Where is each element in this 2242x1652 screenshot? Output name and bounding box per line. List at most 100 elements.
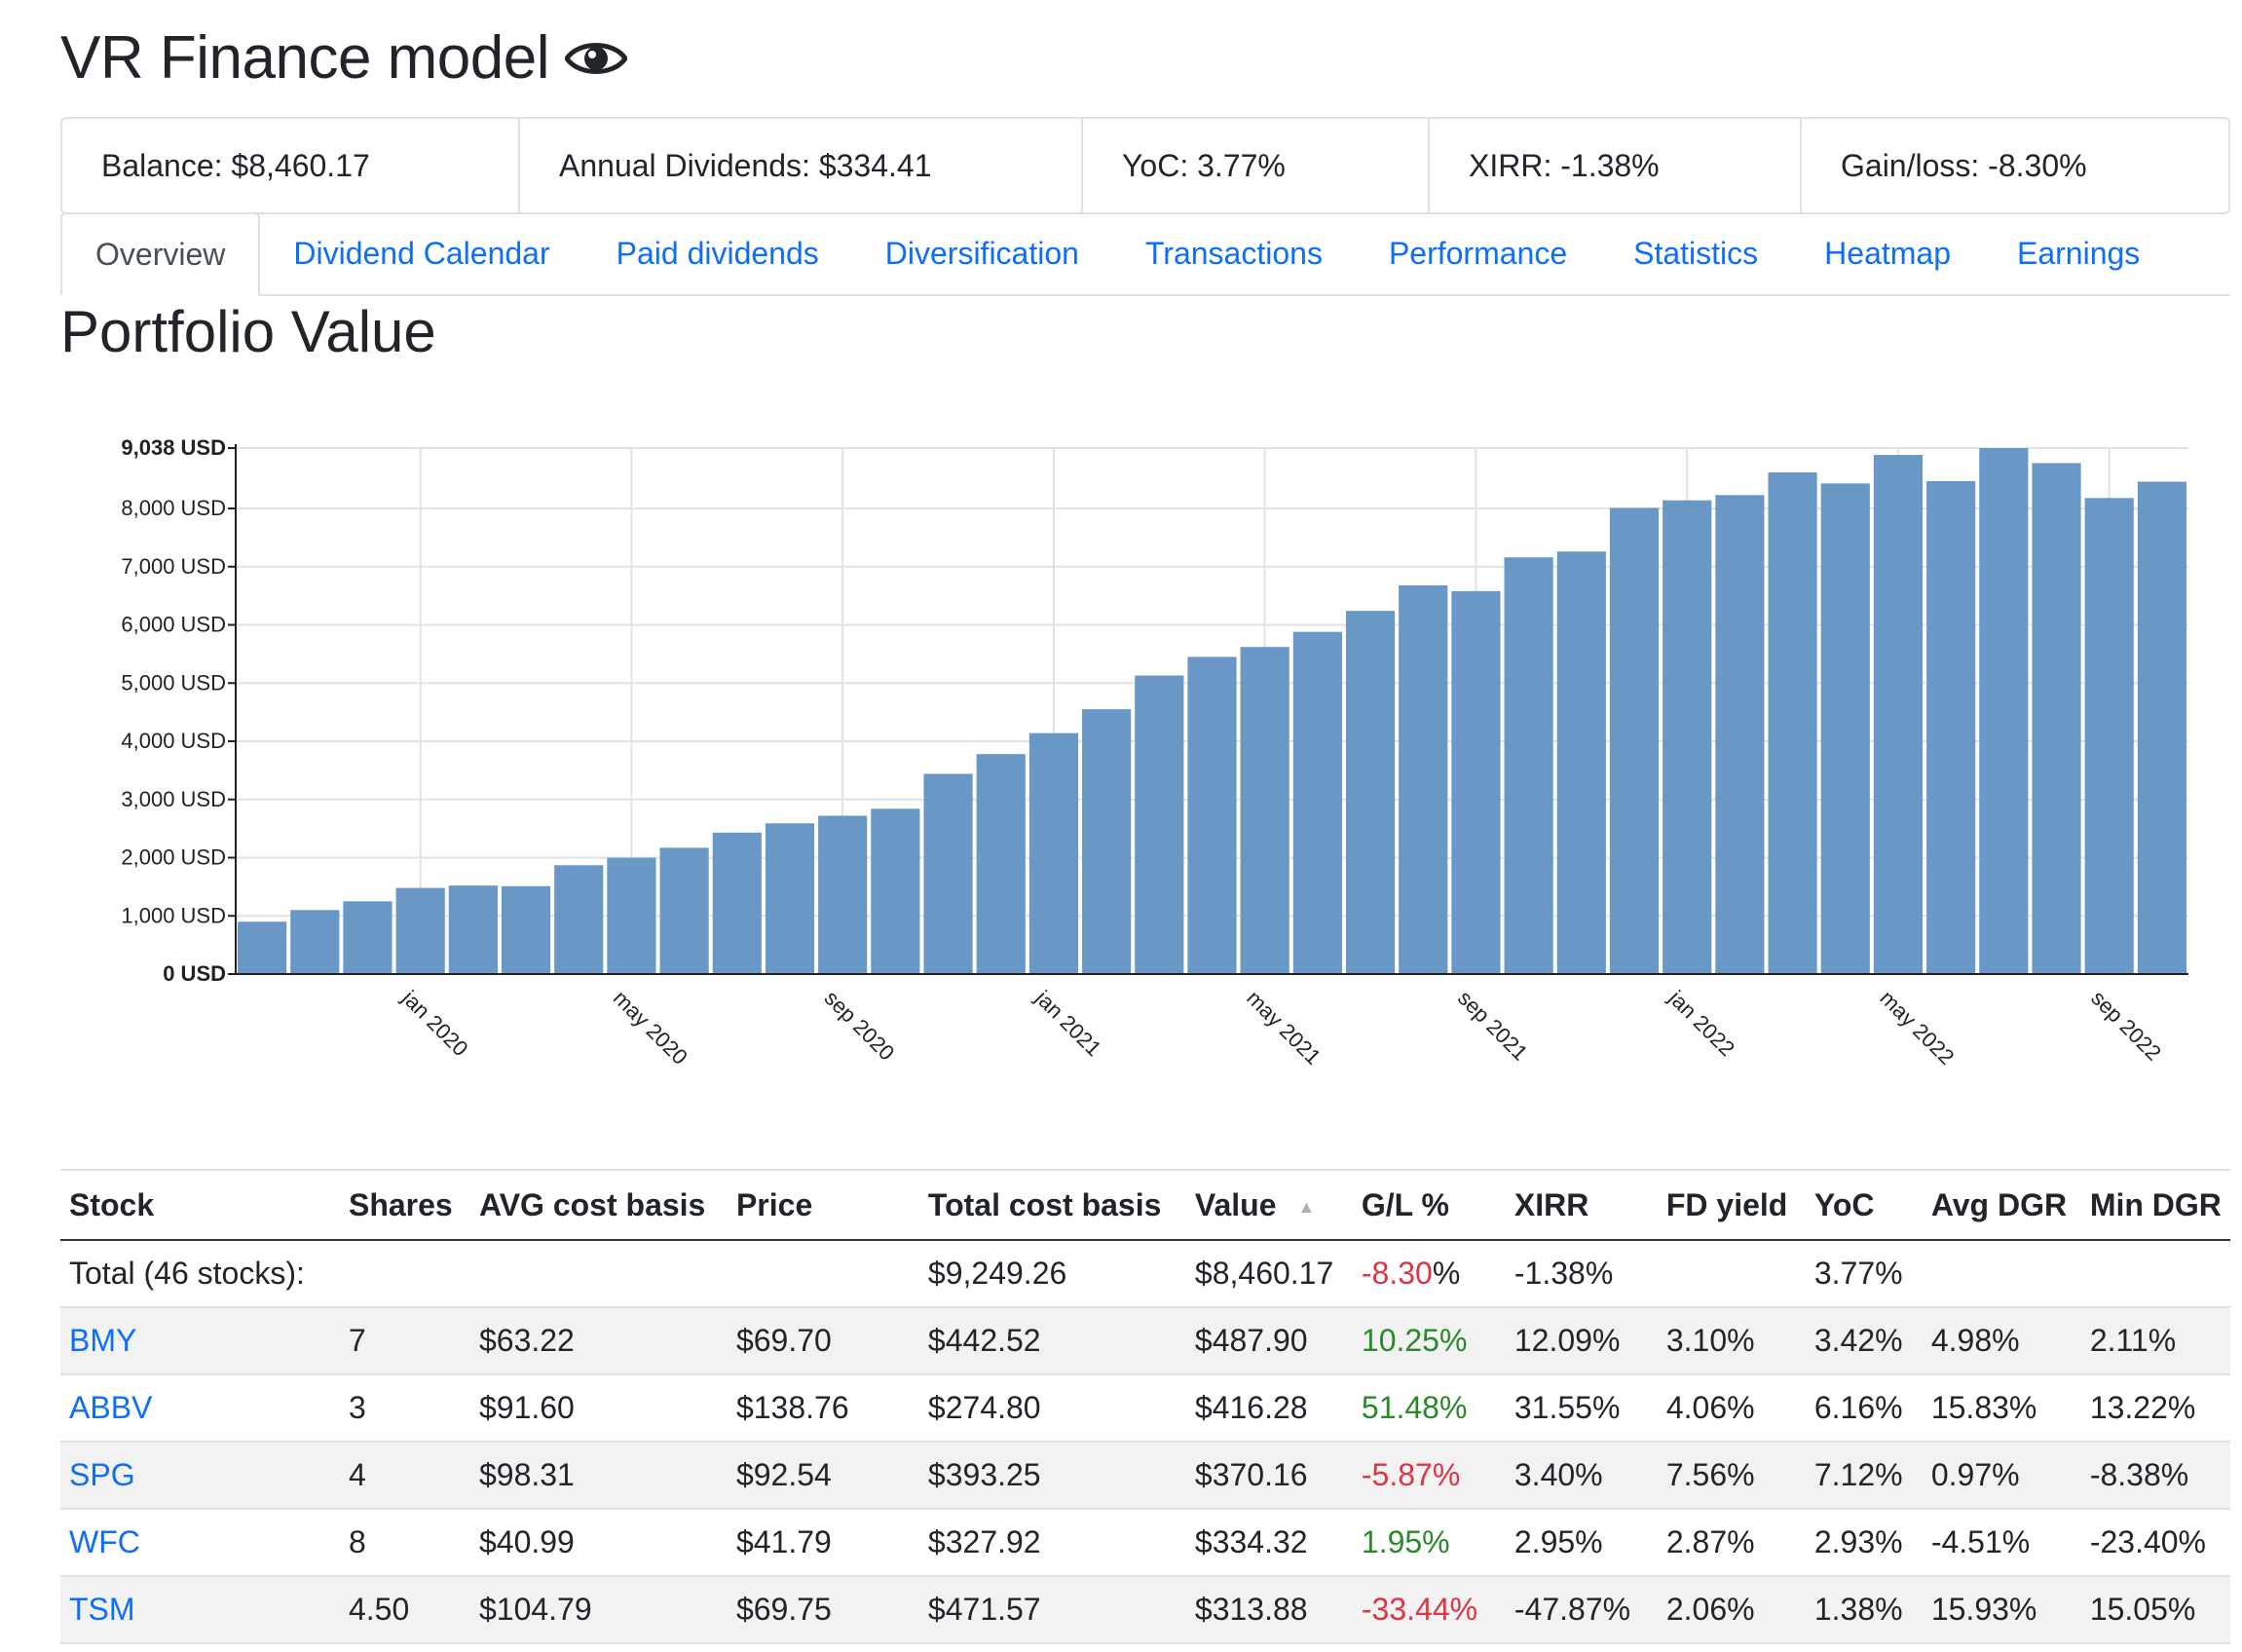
col-header-avg-dgr[interactable]: Avg DGR [1922,1169,2081,1241]
tab-heatmap[interactable]: Heatmap [1824,235,1951,271]
price-cell: $69.70 [727,1307,919,1375]
total-cost-cell: $274.80 [918,1374,1186,1443]
gl-cell: 1.95% [1352,1509,1506,1577]
app-title-text: VR Finance model [60,24,550,92]
fd-yield-cell: 7.56% [1657,1442,1806,1510]
gl-cell: 51.48% [1352,1374,1506,1443]
chart-bar [818,815,868,974]
tab-earnings[interactable]: Earnings [2017,235,2141,271]
shares-cell: 8 [339,1509,470,1577]
yoc-cell: 1.38% [1805,1576,1923,1644]
shares-cell: 4 [339,1442,470,1510]
stock-cell: BMY [60,1307,340,1375]
stock-link[interactable]: SPG [69,1457,135,1492]
total-gl-percent-sign: % [1432,1256,1461,1291]
col-header-stock[interactable]: Stock [60,1169,340,1241]
value-cell: $313.88 [1185,1576,1353,1644]
total-xirr: -1.38% [1505,1240,1658,1308]
tab-transactions[interactable]: Transactions [1144,235,1323,271]
total-gl-number: -8.30 [1361,1256,1433,1291]
chart-bar [1663,500,1712,974]
total-price [727,1240,919,1308]
fd-yield-cell: 4.06% [1657,1374,1806,1443]
stock-link[interactable]: BMY [69,1323,137,1358]
min-dgr-cell: -8.38% [2080,1442,2230,1510]
col-header-fd-yield[interactable]: FD yield [1657,1169,1806,1241]
total-cost-cell: $442.52 [918,1307,1186,1375]
sort-ascending-icon[interactable]: ▲ [1297,1196,1316,1217]
col-header-yoc[interactable]: YoC [1805,1169,1923,1241]
portfolio-value-chart: 0 USD 1,000 USD 2,000 USD 3,000 USD 4,000 US… [121,435,2188,1070]
eye-icon[interactable] [565,35,628,82]
tab-diversification[interactable]: Diversification [884,235,1079,271]
fd-yield-cell: 3.10% [1657,1307,1806,1375]
tab-statistics[interactable]: Statistics [1633,235,1759,271]
col-header-min-dgr[interactable]: Min DGR [2080,1169,2230,1241]
chart-bar [1768,471,1817,974]
price-cell: $41.79 [727,1509,919,1577]
fd-yield-cell: 2.87% [1657,1509,1806,1577]
y-tick-label: 5,000 USD [121,670,226,695]
x-tick-label: sep 2021 [1453,986,1533,1066]
stock-link[interactable]: ABBV [69,1390,153,1425]
chart-bar [1135,675,1184,974]
chart-bar [343,901,392,974]
total-cost-cell: $327.92 [918,1509,1186,1577]
chart-bar [238,921,287,974]
col-header-gl-pct[interactable]: G/L % [1352,1169,1506,1241]
avg-cost-cell: $63.22 [469,1307,728,1375]
table-header-row: Stock Shares AVG cost basis Price Total … [60,1169,2230,1241]
col-header-shares[interactable]: Shares [339,1169,470,1241]
y-tick-label: 7,000 USD [121,554,226,579]
min-dgr-cell: 13.22% [2080,1374,2230,1443]
stock-cell: TSM [60,1576,340,1644]
avg-cost-cell: $91.60 [469,1374,728,1443]
section-title: Portfolio Value [60,299,436,364]
col-header-price[interactable]: Price [727,1169,919,1241]
value-cell: $370.16 [1185,1442,1353,1510]
chart-bar [712,832,762,974]
min-dgr-cell: 2.11% [2080,1307,2230,1375]
x-tick-label: may 2020 [609,986,692,1070]
chart-bar [448,885,498,974]
chart-bar [1820,483,1870,974]
total-label: Total (46 stocks): [60,1240,340,1308]
stock-link[interactable]: WFC [69,1524,140,1559]
y-tick-label: 8,000 USD [121,496,226,520]
table-row: BMY 7 $63.22 $69.70 $442.52 $487.90 10.2… [60,1307,2230,1375]
tab-paid-dividends[interactable]: Paid dividends [616,235,819,271]
x-tick-label: jan 2022 [1663,985,1739,1061]
total-avg-dgr [1922,1240,2081,1308]
tab-dividend-calendar[interactable]: Dividend Calendar [293,235,550,271]
xirr-cell: 31.55% [1505,1374,1658,1443]
chart-bar [2084,498,2134,974]
x-tick-label: may 2022 [1875,986,1959,1070]
total-gl: -8.30% [1352,1240,1506,1308]
x-tick-label: jan 2020 [396,985,472,1061]
table-row: ABBV 3 $91.60 $138.76 $274.80 $416.28 51… [60,1374,2230,1443]
y-tick-label: 9,038 USD [121,435,226,460]
stock-link[interactable]: TSM [69,1592,135,1627]
chart-bar [1451,590,1501,974]
avg-cost-cell: $104.79 [469,1576,728,1644]
col-header-xirr[interactable]: XIRR [1505,1169,1658,1241]
total-value: $8,460.17 [1185,1240,1353,1308]
col-header-avg-cost-basis[interactable]: AVG cost basis [469,1169,728,1241]
col-header-total-cost-basis[interactable]: Total cost basis [918,1169,1186,1241]
chart-bar [2032,463,2081,974]
summary-stats-bar: Balance: $8,460.17 Annual Dividends: $33… [60,117,2230,214]
gl-cell: -33.44% [1352,1576,1506,1644]
chart-bar [1556,551,1606,974]
price-cell: $138.76 [727,1374,919,1443]
chart-bar [501,885,551,974]
col-header-value[interactable]: Value ▲ [1185,1169,1353,1241]
gain-loss-stat: Gain/loss: -8.30% [1841,147,2087,183]
chart-bar [607,857,656,974]
tab-overview[interactable]: Overview [60,212,261,296]
tab-performance[interactable]: Performance [1388,235,1568,271]
chart-bar [290,910,340,974]
gl-cell: -5.87% [1352,1442,1506,1510]
yoc-cell: 6.16% [1805,1374,1923,1443]
xirr-cell: 3.40% [1505,1442,1658,1510]
total-min-dgr [2080,1240,2230,1308]
